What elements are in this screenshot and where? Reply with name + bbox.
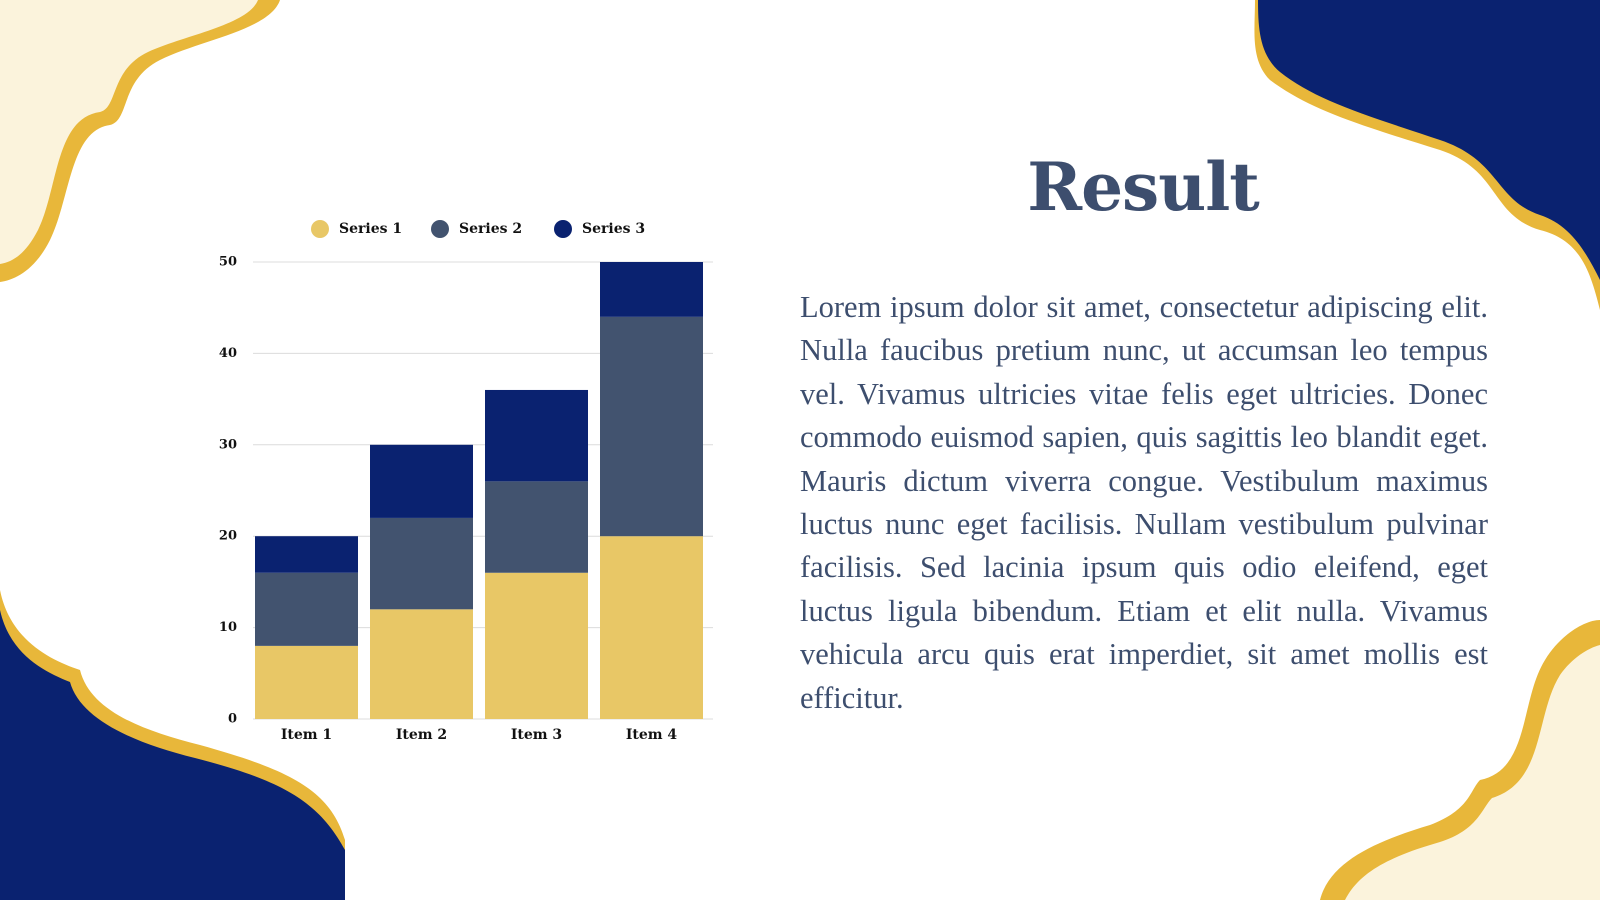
x-tick-label: Item 4: [626, 727, 678, 743]
x-tick-label: Item 2: [396, 727, 447, 743]
y-tick-label: 10: [219, 620, 237, 635]
bar-segment: [255, 536, 358, 573]
corner-pattern: [1345, 645, 1600, 900]
slide-title: Result: [1027, 148, 1260, 226]
legend-swatch: [554, 220, 572, 238]
y-tick-label: 30: [219, 437, 237, 452]
corner-blue: [0, 610, 345, 900]
bar-segment: [600, 316, 703, 537]
slide-body: Lorem ipsum dolor sit amet, consectetur …: [800, 290, 1488, 715]
bar-segment: [370, 609, 473, 719]
legend-swatch: [431, 220, 449, 238]
bar-segment: [485, 481, 588, 573]
bar-segment: [370, 444, 473, 518]
y-tick-label: 20: [219, 529, 237, 544]
y-tick-label: 0: [228, 712, 237, 727]
x-tick-label: Item 3: [511, 727, 562, 743]
y-tick-label: 40: [219, 346, 237, 361]
bar-segment: [370, 517, 473, 610]
bar-segment: [485, 389, 588, 482]
corner-pattern: [0, 0, 258, 264]
legend-label: Series 2: [459, 221, 522, 237]
corner-blue: [1258, 0, 1600, 280]
bar-segment: [600, 262, 703, 317]
legend-label: Series 1: [339, 221, 402, 237]
bar-segment: [255, 572, 358, 646]
bar-segment: [255, 645, 358, 719]
bar-segment: [600, 536, 703, 719]
y-tick-label: 50: [219, 255, 237, 270]
legend-swatch: [311, 220, 329, 238]
x-tick-label: Item 1: [281, 727, 332, 743]
bar-segment: [485, 572, 588, 719]
legend-label: Series 3: [582, 221, 645, 237]
